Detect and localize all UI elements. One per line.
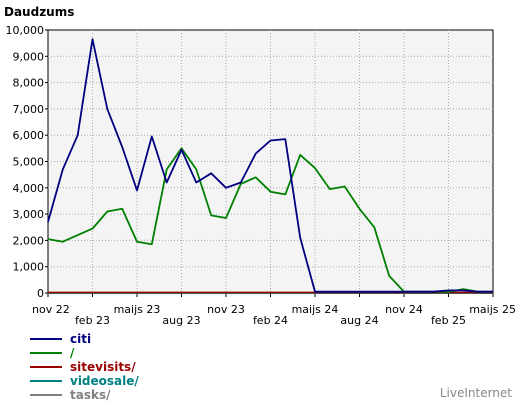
- legend: citi / sitevisits/videosale/tasks/: [30, 332, 139, 402]
- grid-lines: [48, 30, 493, 293]
- legend-label: /: [70, 346, 75, 360]
- y-tick-label: 0: [37, 287, 44, 300]
- brand-label: LiveInternet: [439, 386, 512, 400]
- legend-item: citi: [30, 332, 139, 346]
- y-tick-label: 7,000: [13, 103, 45, 116]
- x-tick-label: feb 24: [253, 314, 288, 327]
- x-tick-label: nov 23: [207, 303, 245, 316]
- y-axis: 0 1,000 2,000 3,000 4,000 5,000 6,000 7,000 8,00…: [6, 24, 48, 300]
- legend-swatch: [30, 394, 62, 396]
- legend-swatch: [30, 366, 62, 368]
- y-tick-label: 5,000: [13, 156, 45, 169]
- y-tick-label: 4,000: [13, 182, 45, 195]
- chart-title: Daudzums: [4, 5, 74, 19]
- x-tick-label: nov 24: [385, 303, 423, 316]
- legend-swatch: [30, 380, 62, 382]
- x-tick-label: feb 25: [431, 314, 466, 327]
- y-tick-label: 2,000: [13, 234, 45, 247]
- x-tick-label: aug 23: [162, 314, 200, 327]
- y-tick-label: 10,000: [6, 24, 45, 37]
- legend-item: sitevisits/: [30, 360, 139, 374]
- series-lines: [47, 38, 493, 294]
- x-tick-label: maijs 24: [292, 303, 339, 316]
- legend-item: tasks/: [30, 388, 139, 402]
- x-tick-label: nov 22: [32, 303, 70, 316]
- series-line-citi: [47, 38, 493, 293]
- legend-item: videosale/: [30, 374, 139, 388]
- legend-swatch: [30, 338, 62, 340]
- legend-label: sitevisits/: [70, 360, 136, 374]
- y-tick-label: 1,000: [13, 261, 45, 274]
- legend-label: tasks/: [70, 388, 111, 402]
- x-tick-label: feb 23: [75, 314, 110, 327]
- legend-swatch: [30, 352, 62, 354]
- legend-label: videosale/: [70, 374, 139, 388]
- y-tick-label: 8,000: [13, 77, 45, 90]
- y-tick-label: 3,000: [13, 208, 45, 221]
- legend-label: citi: [70, 332, 92, 346]
- x-tick-label: maijs 25: [469, 303, 516, 316]
- x-tick-label: maijs 23: [114, 303, 161, 316]
- y-tick-label: 9,000: [13, 50, 45, 63]
- legend-item: /: [30, 346, 139, 360]
- x-tick-label: aug 24: [340, 314, 378, 327]
- y-tick-label: 6,000: [13, 129, 45, 142]
- line-chart: Daudzums 0 1,000 2,000 3,000 4,000 5,000 6,000…: [4, 5, 516, 327]
